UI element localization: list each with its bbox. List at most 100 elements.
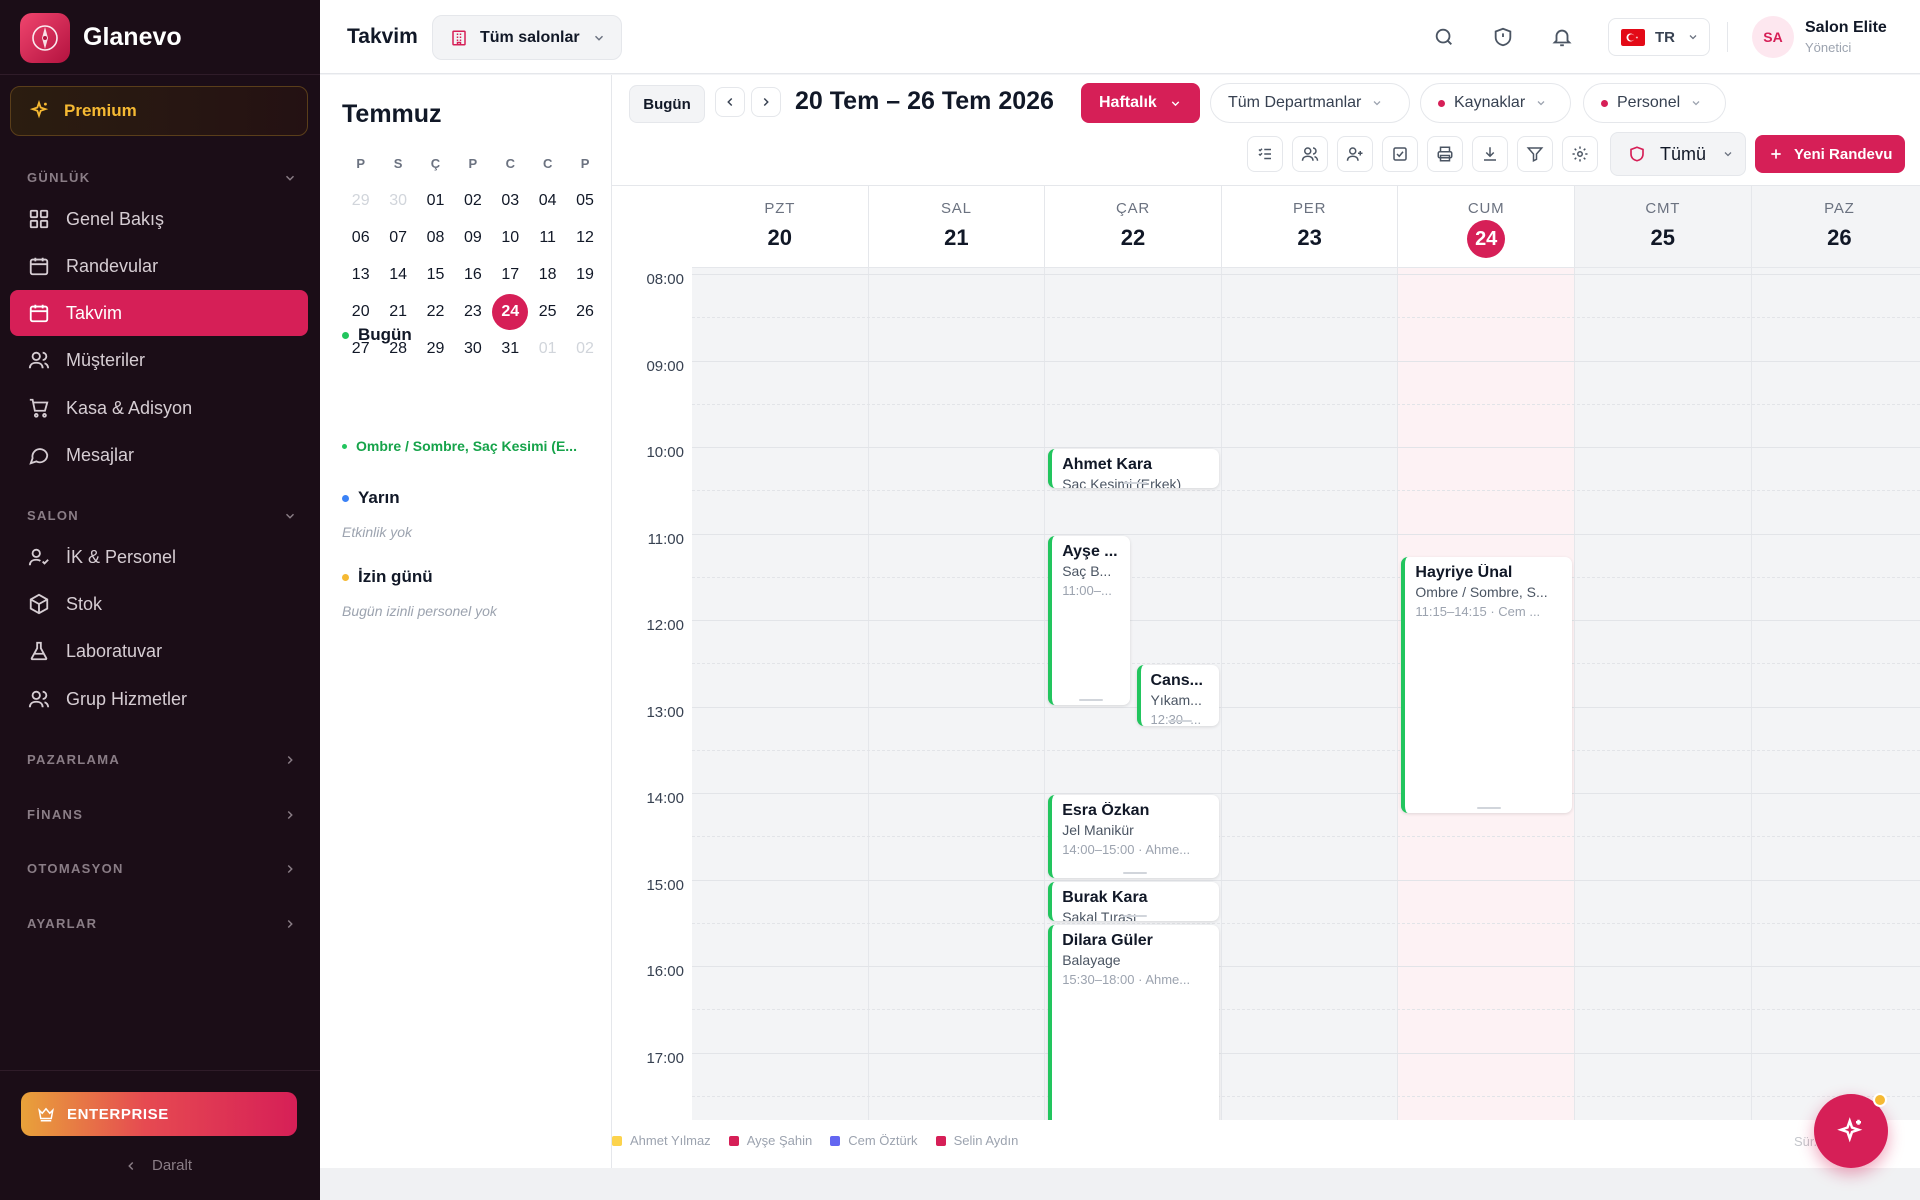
next-week-button[interactable] [751, 87, 781, 117]
mini-calendar-day[interactable]: 30 [463, 339, 482, 357]
checklist-button[interactable] [1247, 136, 1283, 172]
day-header[interactable]: CMT 25 [1575, 186, 1752, 268]
mini-calendar-day[interactable]: 06 [351, 228, 370, 246]
sidebar-item-musteriler[interactable]: Müşteriler [10, 337, 308, 383]
download-button[interactable] [1472, 136, 1508, 172]
sidebar-item-mesajlar[interactable]: Mesajlar [10, 432, 308, 478]
day-column[interactable] [692, 268, 869, 1120]
task-button[interactable] [1382, 136, 1418, 172]
mini-calendar-day[interactable]: 07 [389, 228, 407, 246]
day-column[interactable] [1221, 268, 1399, 1120]
day-header[interactable]: PER 23 [1221, 186, 1399, 268]
today-button[interactable]: Bugün [629, 85, 705, 123]
appointment-card[interactable]: Burak Kara Sakal Tıraşı [1048, 881, 1219, 921]
appointment-card[interactable]: Cans...Yıkam...12:30–... [1136, 665, 1219, 727]
resize-handle[interactable] [1167, 720, 1192, 723]
salon-select[interactable]: Tüm salonlar [432, 15, 622, 60]
section-gunluk[interactable]: GÜNLÜK [27, 170, 297, 185]
mini-calendar-day[interactable]: 15 [426, 265, 445, 283]
appointment-card[interactable]: Hayriye Ünal Ombre / Sombre, S... 11:15–14… [1401, 557, 1572, 813]
mini-calendar-day[interactable]: 18 [538, 265, 557, 283]
resize-handle[interactable] [1079, 698, 1104, 701]
app-logo[interactable] [20, 13, 70, 63]
mini-calendar-day[interactable]: 30 [389, 191, 407, 209]
mini-calendar-day[interactable]: 01 [426, 191, 445, 209]
enterprise-button[interactable]: ENTERPRISE [21, 1092, 297, 1136]
print-button[interactable] [1427, 136, 1463, 172]
mini-calendar-day[interactable]: 08 [426, 228, 445, 246]
mini-calendar-day[interactable]: 13 [351, 265, 370, 283]
mini-calendar-day[interactable]: 22 [426, 302, 445, 320]
mini-calendar-day[interactable]: 21 [389, 302, 407, 320]
mini-calendar-day[interactable]: 27 [351, 339, 370, 357]
day-header[interactable]: PZT 20 [692, 186, 869, 268]
section-salon[interactable]: SALON [27, 508, 297, 523]
mini-calendar-day[interactable]: 20 [351, 302, 370, 320]
staff-filter[interactable]: Personel [1583, 83, 1726, 123]
sidebar-item-grup-hizmetler[interactable]: Grup Hizmetler [10, 676, 308, 722]
sidebar-item-takvim[interactable]: Takvim [10, 290, 308, 336]
sidebar-item-randevular[interactable]: Randevular [10, 243, 308, 289]
status-filter-select[interactable]: Tümü [1610, 132, 1746, 176]
resize-handle[interactable] [1123, 871, 1148, 874]
resources-filter[interactable]: Kaynaklar [1420, 83, 1571, 123]
departments-filter[interactable]: Tüm Departmanlar [1210, 83, 1410, 123]
day-column[interactable] [1575, 268, 1752, 1120]
section-pazarlama[interactable]: PAZARLAMA [27, 752, 297, 767]
mini-calendar-day[interactable]: 05 [576, 191, 594, 209]
section-finans[interactable]: FİNANS [27, 807, 297, 822]
day-header[interactable]: ÇAR 22 [1045, 186, 1222, 268]
mini-calendar-day[interactable]: 11 [539, 228, 556, 246]
mini-calendar-day[interactable]: 29 [426, 339, 445, 357]
mini-calendar-day[interactable]: 19 [576, 265, 594, 283]
new-appointment-button[interactable]: Yeni Randevu [1755, 135, 1905, 173]
day-column[interactable] [1751, 268, 1920, 1120]
resize-handle[interactable] [1123, 482, 1148, 485]
day-header[interactable]: PAZ 26 [1751, 186, 1920, 268]
mini-calendar-day[interactable]: 29 [351, 191, 370, 209]
mini-calendar-day[interactable]: 03 [501, 191, 520, 209]
mini-calendar-day[interactable]: 10 [501, 228, 520, 246]
day-column[interactable] [868, 268, 1046, 1120]
bell-icon[interactable] [1551, 26, 1573, 48]
resize-handle[interactable] [1123, 914, 1148, 917]
appointment-card[interactable]: Dilara Güler Balayage 15:30–18:00 · Ahme..… [1048, 924, 1219, 1120]
mini-calendar-day[interactable]: 02 [463, 191, 482, 209]
mini-calendar-day[interactable]: 01 [538, 339, 557, 357]
sidebar-item-laboratuvar[interactable]: Laboratuvar [10, 628, 308, 674]
premium-button[interactable]: Premium [10, 86, 308, 136]
appointment-card[interactable]: Esra Özkan Jel Manikür 14:00–15:00 · Ahme.… [1048, 795, 1219, 878]
mini-calendar-today[interactable]: 24 [492, 293, 529, 330]
sidebar-item-stok[interactable]: Stok [10, 581, 308, 627]
shield-alert-icon[interactable] [1492, 26, 1514, 48]
search-icon[interactable] [1433, 26, 1455, 48]
view-select-button[interactable]: Haftalık [1081, 83, 1200, 123]
day-header[interactable]: CUM 24 [1398, 186, 1575, 268]
collapse-sidebar-button[interactable]: Daralt [124, 1157, 192, 1174]
resize-handle[interactable] [1476, 806, 1501, 809]
appointment-card[interactable]: Ayşe ... Saç B... 11:00–... [1048, 535, 1131, 705]
sidebar-item-genel-bakis[interactable]: Genel Bakış [10, 196, 308, 242]
mini-calendar-day[interactable]: 09 [463, 228, 482, 246]
sidebar-item-ik-personel[interactable]: İK & Personel [10, 534, 308, 580]
mini-calendar-day[interactable]: 02 [576, 339, 594, 357]
section-otomasyon[interactable]: OTOMASYON [27, 861, 297, 876]
user-name[interactable]: Salon Elite [1805, 19, 1887, 36]
mini-calendar-day[interactable]: 23 [463, 302, 482, 320]
settings-button[interactable] [1562, 136, 1598, 172]
mini-calendar-day[interactable]: 14 [389, 265, 407, 283]
day-header[interactable]: SAL 21 [868, 186, 1046, 268]
group-button[interactable] [1292, 136, 1328, 172]
agenda-today-item[interactable]: Ombre / Sombre, Saç Kesimi (E... [342, 438, 577, 454]
mini-calendar-day[interactable]: 28 [389, 339, 407, 357]
mini-calendar-day[interactable]: 04 [538, 191, 557, 209]
mini-calendar-day[interactable]: 25 [538, 302, 557, 320]
avatar[interactable]: SA [1752, 16, 1794, 58]
add-user-button[interactable] [1337, 136, 1373, 172]
language-select[interactable]: TR [1608, 18, 1710, 56]
mini-calendar-day[interactable]: 31 [501, 339, 520, 357]
filter-button[interactable] [1517, 136, 1553, 172]
prev-week-button[interactable] [715, 87, 745, 117]
mini-calendar-day[interactable]: 12 [576, 228, 594, 246]
mini-calendar-day[interactable]: 26 [576, 302, 594, 320]
